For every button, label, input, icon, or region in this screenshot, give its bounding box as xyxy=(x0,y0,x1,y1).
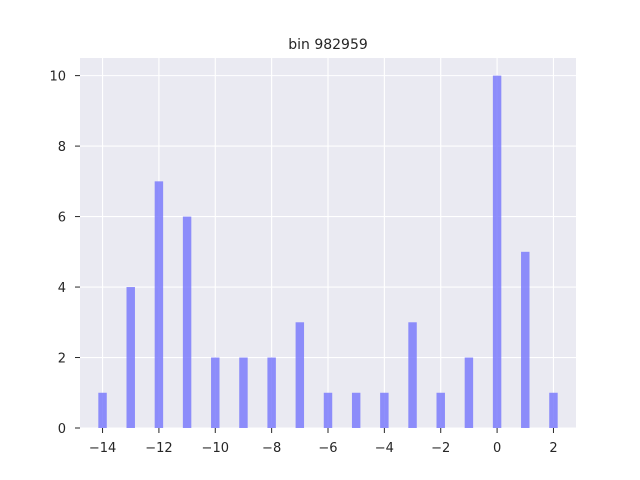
y-tick-label: 8 xyxy=(58,140,66,155)
x-tick-label: −12 xyxy=(145,441,172,456)
histogram-bar xyxy=(521,251,530,428)
histogram-bar xyxy=(323,392,333,428)
histogram-bar xyxy=(154,181,164,428)
y-axis: 0 2 4 6 8 10 xyxy=(49,70,80,437)
histogram-bar xyxy=(211,357,220,428)
histogram-bar xyxy=(492,75,502,428)
chart-title: bin 982959 xyxy=(288,37,368,53)
y-tick-label: 0 xyxy=(58,422,66,437)
histogram-bar xyxy=(351,392,361,428)
bars xyxy=(98,75,558,428)
histogram-bar xyxy=(182,216,192,428)
histogram-bar xyxy=(126,287,135,428)
histogram-bar xyxy=(464,357,474,428)
histogram-bar xyxy=(380,392,389,428)
y-tick-label: 2 xyxy=(58,352,66,367)
x-tick-label: −6 xyxy=(318,441,337,456)
y-tick-label: 4 xyxy=(58,281,66,296)
x-tick-label: 2 xyxy=(549,441,557,456)
histogram-bar xyxy=(436,392,445,428)
x-tick-label: −8 xyxy=(262,441,281,456)
x-tick-label: 0 xyxy=(493,441,501,456)
histogram-bar xyxy=(408,322,417,428)
x-axis: −14 −12 −10 −8 −6 −4 −2 0 2 xyxy=(89,428,558,456)
x-tick-label: −2 xyxy=(431,441,450,456)
y-tick-label: 10 xyxy=(49,70,66,85)
histogram-bar xyxy=(295,322,305,428)
x-tick-label: −10 xyxy=(202,441,229,456)
y-tick-label: 6 xyxy=(58,211,66,226)
histogram-bar xyxy=(239,357,248,428)
histogram-bar xyxy=(549,392,558,428)
histogram-bar xyxy=(267,357,276,428)
x-tick-label: −14 xyxy=(89,441,116,456)
histogram-bar xyxy=(98,392,107,428)
x-tick-label: −4 xyxy=(375,441,394,456)
